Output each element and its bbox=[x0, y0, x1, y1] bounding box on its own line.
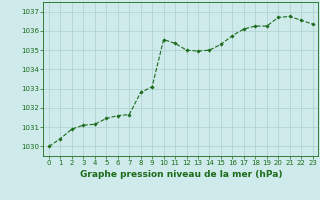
X-axis label: Graphe pression niveau de la mer (hPa): Graphe pression niveau de la mer (hPa) bbox=[80, 170, 282, 179]
